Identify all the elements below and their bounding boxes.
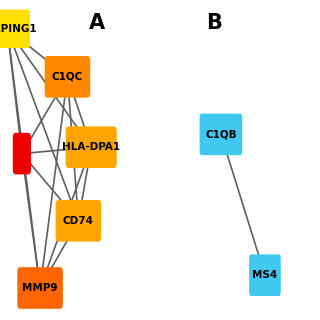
FancyBboxPatch shape <box>17 267 63 309</box>
Text: A: A <box>89 13 105 33</box>
FancyBboxPatch shape <box>45 56 90 98</box>
FancyBboxPatch shape <box>13 133 31 174</box>
Text: MS4: MS4 <box>252 270 277 280</box>
FancyBboxPatch shape <box>249 254 281 296</box>
Text: HLA-DPA1: HLA-DPA1 <box>62 142 120 152</box>
FancyBboxPatch shape <box>0 10 30 48</box>
Text: SERPING1: SERPING1 <box>0 24 36 34</box>
Text: C1QB: C1QB <box>205 129 237 140</box>
Text: MMP9: MMP9 <box>22 283 58 293</box>
FancyBboxPatch shape <box>66 126 117 168</box>
FancyBboxPatch shape <box>56 200 101 242</box>
FancyBboxPatch shape <box>200 114 242 155</box>
Text: B: B <box>206 13 222 33</box>
Text: C1QC: C1QC <box>52 72 83 82</box>
Text: CD74: CD74 <box>63 216 94 226</box>
